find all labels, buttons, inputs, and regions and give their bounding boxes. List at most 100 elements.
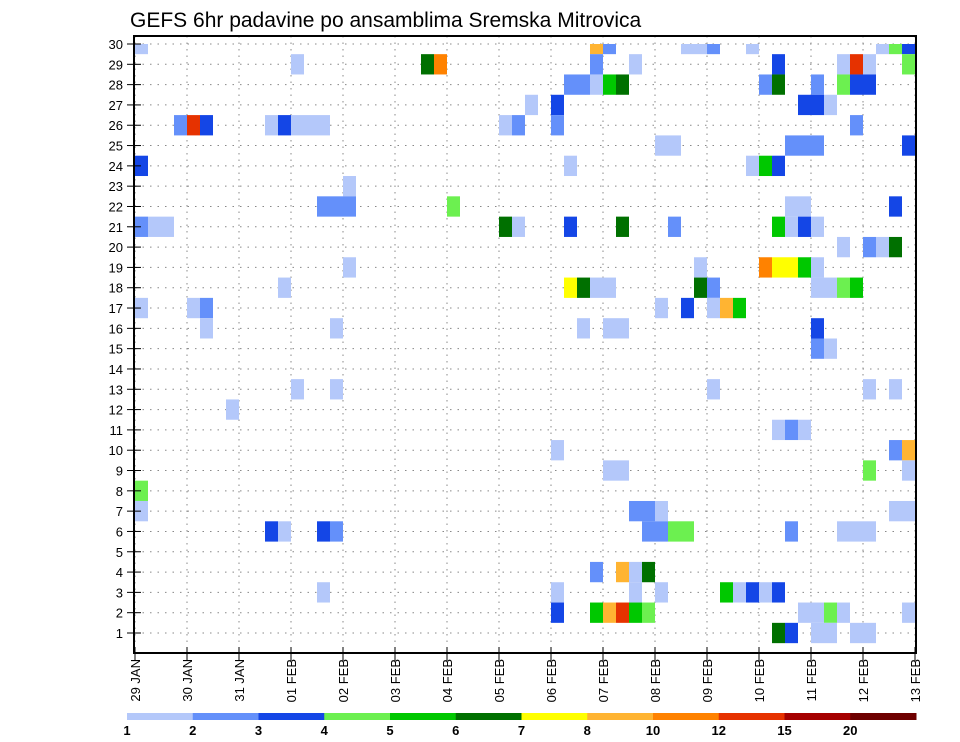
x-tick-label: 03 FEB [388, 659, 403, 702]
heatmap-cell [135, 44, 148, 55]
heatmap-cell [876, 236, 889, 258]
x-tick-label: 06 FEB [544, 659, 559, 702]
heatmap-cell [772, 419, 785, 441]
heatmap-cell [200, 297, 213, 319]
legend-label: 4 [321, 723, 329, 738]
y-tick-label: 14 [109, 362, 123, 377]
heatmap-cell [785, 196, 798, 217]
legend-label: 2 [189, 723, 196, 738]
heatmap-cell [434, 54, 447, 75]
heatmap-cell [330, 379, 343, 400]
heatmap-cell [811, 135, 824, 156]
heatmap-cell [642, 561, 655, 583]
x-tick-label: 08 FEB [648, 659, 663, 702]
heatmap-cell [772, 257, 785, 278]
heatmap-cell [577, 277, 590, 298]
legend-swatch [850, 713, 917, 720]
heatmap-cell [772, 216, 785, 237]
heatmap-cell [824, 277, 837, 298]
x-tick-label: 12 FEB [856, 659, 871, 702]
heatmap-cell [889, 500, 902, 522]
heatmap-cell [447, 196, 460, 217]
legend-swatch [784, 713, 851, 720]
heatmap-cell [850, 622, 863, 644]
y-tick-label: 25 [109, 139, 123, 154]
heatmap-cell [590, 277, 603, 298]
heatmap-cell [772, 54, 785, 75]
heatmap-cell [590, 561, 603, 583]
heatmap-cell [850, 54, 863, 75]
heatmap-cell [902, 135, 915, 156]
y-tick-label: 4 [116, 565, 123, 580]
heatmap-cell [603, 74, 616, 95]
heatmap-cell [811, 94, 824, 116]
heatmap-cell [824, 338, 837, 359]
heatmap-cell [772, 74, 785, 95]
heatmap-cell [135, 500, 148, 522]
heatmap-cell [200, 318, 213, 339]
heatmap-cell [837, 277, 850, 298]
heatmap-cell [759, 257, 772, 278]
heatmap-cell [590, 44, 603, 55]
heatmap-cell [824, 602, 837, 623]
heatmap-cell [759, 582, 772, 603]
heatmap-cell [798, 216, 811, 237]
y-tick-label: 8 [116, 484, 123, 499]
heatmap-cell [278, 521, 291, 542]
heatmap-cell [876, 44, 889, 55]
y-tick-label: 10 [109, 443, 123, 458]
x-tick-label: 02 FEB [336, 659, 351, 702]
heatmap-cell [616, 561, 629, 583]
y-tick-label: 11 [110, 423, 124, 438]
y-tick-label: 23 [109, 179, 123, 194]
y-tick-label: 28 [109, 78, 123, 93]
heatmap-cell [811, 216, 824, 237]
heatmap-cell [694, 277, 707, 298]
heatmap-cell [681, 521, 694, 542]
heatmap-cell [720, 297, 733, 319]
heatmap-cell [772, 155, 785, 177]
heatmap-cell [642, 521, 655, 542]
heatmap-cell [772, 582, 785, 603]
heatmap-cell [668, 135, 681, 156]
legend-label: 12 [712, 723, 726, 738]
heatmap-cell [837, 54, 850, 75]
heatmap-cell [564, 216, 577, 237]
y-tick-label: 12 [109, 403, 123, 418]
heatmap-cell [811, 277, 824, 298]
heatmap-cell [720, 582, 733, 603]
y-tick-label: 30 [109, 37, 123, 52]
heatmap-cell [616, 74, 629, 95]
heatmap-cell [590, 54, 603, 75]
legend-label: 20 [843, 723, 857, 738]
heatmap-cell [317, 115, 330, 136]
heatmap-cell [850, 74, 863, 95]
heatmap-cell [889, 196, 902, 217]
heatmap-cell [330, 521, 343, 542]
x-tick-label: 10 FEB [752, 659, 767, 702]
heatmap-cell [551, 602, 564, 623]
heatmap-cell [135, 480, 148, 501]
heatmap-cell [694, 44, 707, 55]
heatmap-cell [798, 257, 811, 278]
heatmap-cell [577, 74, 590, 95]
heatmap-cell [603, 602, 616, 623]
heatmap-cell [317, 196, 330, 217]
heatmap-cell [811, 74, 824, 95]
y-tick-label: 17 [109, 301, 123, 316]
heatmap-cell [681, 297, 694, 319]
y-tick-label: 6 [116, 524, 123, 539]
heatmap-cell [850, 277, 863, 298]
y-tick-label: 1 [116, 626, 123, 641]
heatmap-cell [798, 602, 811, 623]
heatmap-cell [863, 460, 876, 481]
y-tick-label: 13 [109, 382, 123, 397]
heatmap-cell [785, 257, 798, 278]
heatmap-cell [655, 582, 668, 603]
heatmap-cell [798, 196, 811, 217]
heatmap-cell [902, 460, 915, 481]
y-tick-label: 5 [116, 545, 123, 560]
heatmap-cell [187, 297, 200, 319]
heatmap-cell [278, 115, 291, 136]
